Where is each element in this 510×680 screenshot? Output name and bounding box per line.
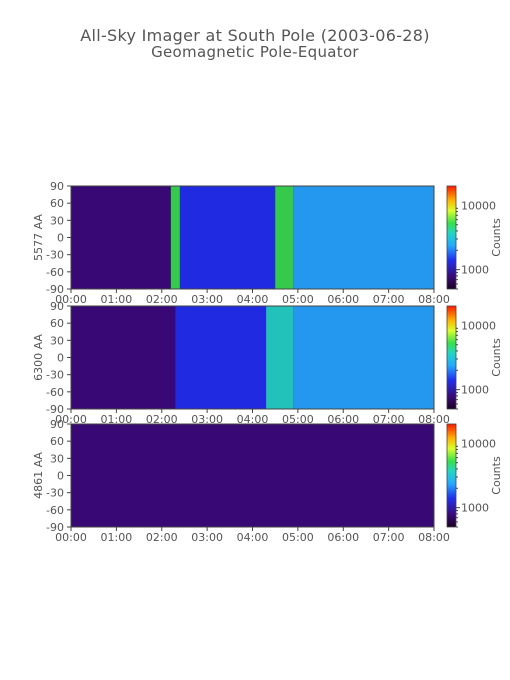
y-tick-label: 0 (57, 352, 64, 365)
y-tick-label: 90 (50, 300, 64, 313)
y-tick-label: 60 (50, 317, 64, 330)
x-tick-label: 03:00 (191, 413, 223, 426)
heatmap-region (175, 306, 267, 409)
heatmap-region (179, 186, 276, 289)
x-tick-label: 01:00 (101, 293, 133, 306)
x-tick-label: 00:00 (55, 413, 87, 426)
x-tick-label: 00:00 (55, 293, 87, 306)
y-tick-label: 60 (50, 197, 64, 210)
y-axis-label: 4861 AA (32, 452, 45, 499)
heatmap-region (71, 186, 126, 289)
heatmap-region (275, 186, 294, 289)
colorbar-tick-label: 10000 (461, 437, 496, 450)
y-tick-label: 30 (50, 334, 64, 347)
y-tick-label: -60 (46, 504, 64, 517)
colorbar-tick-label: 1000 (461, 384, 489, 397)
x-tick-label: 04:00 (237, 413, 269, 426)
x-tick-label: 04:00 (237, 293, 269, 306)
x-tick-label: 07:00 (373, 531, 405, 544)
x-tick-label: 07:00 (373, 293, 405, 306)
y-tick-label: -30 (46, 249, 64, 262)
x-tick-label: 05:00 (282, 531, 314, 544)
heatmap-region (293, 306, 434, 409)
colorbar-label: Counts (490, 338, 503, 377)
y-tick-label: -30 (46, 369, 64, 382)
y-tick-label: -30 (46, 487, 64, 500)
colorbar (446, 305, 457, 410)
y-tick-label: -60 (46, 266, 64, 279)
heatmap-region (125, 186, 171, 289)
y-tick-label: 90 (50, 180, 64, 193)
x-tick-label: 01:00 (101, 413, 133, 426)
chart-title: All-Sky Imager at South Pole (2003-06-28… (80, 26, 430, 45)
colorbar-tick-label: 10000 (461, 199, 496, 212)
y-tick-label: 30 (50, 214, 64, 227)
x-tick-label: 00:00 (55, 531, 87, 544)
y-tick-label: 90 (50, 418, 64, 431)
x-tick-label: 06:00 (327, 413, 359, 426)
heatmap-region (71, 306, 176, 409)
colorbar-tick-label: 1000 (461, 264, 489, 277)
x-tick-label: 06:00 (327, 293, 359, 306)
x-tick-label: 03:00 (191, 293, 223, 306)
heatmap-region (71, 424, 434, 527)
colorbar-tick-label: 1000 (461, 502, 489, 515)
x-tick-label: 05:00 (282, 293, 314, 306)
x-tick-label: 08:00 (418, 413, 450, 426)
y-tick-label: -90 (46, 283, 64, 296)
colorbar-label: Counts (490, 456, 503, 495)
y-tick-label: -90 (46, 521, 64, 534)
x-tick-label: 03:00 (191, 531, 223, 544)
x-tick-label: 02:00 (146, 293, 178, 306)
x-tick-label: 07:00 (373, 413, 405, 426)
colorbar-tick-label: 10000 (461, 319, 496, 332)
colorbar-label: Counts (490, 218, 503, 257)
y-tick-label: 0 (57, 470, 64, 483)
x-tick-label: 05:00 (282, 413, 314, 426)
x-tick-label: 08:00 (418, 293, 450, 306)
y-tick-label: 30 (50, 452, 64, 465)
x-tick-label: 02:00 (146, 531, 178, 544)
chart-subtitle: Geomagnetic Pole-Equator (151, 43, 359, 61)
colorbar (446, 423, 457, 528)
colorbar (446, 185, 457, 290)
y-tick-label: 0 (57, 232, 64, 245)
y-axis-label: 6300 AA (32, 334, 45, 381)
heatmap-region (266, 306, 294, 409)
y-axis-label: 5577 AA (32, 214, 45, 261)
y-tick-label: 60 (50, 435, 64, 448)
y-tick-label: -90 (46, 403, 64, 416)
heatmap-region (293, 186, 434, 289)
x-tick-label: 08:00 (418, 531, 450, 544)
x-tick-label: 06:00 (327, 531, 359, 544)
x-tick-label: 01:00 (101, 531, 133, 544)
x-tick-label: 04:00 (237, 531, 269, 544)
y-tick-label: -60 (46, 386, 64, 399)
x-tick-label: 02:00 (146, 413, 178, 426)
heatmap-region (170, 186, 180, 289)
